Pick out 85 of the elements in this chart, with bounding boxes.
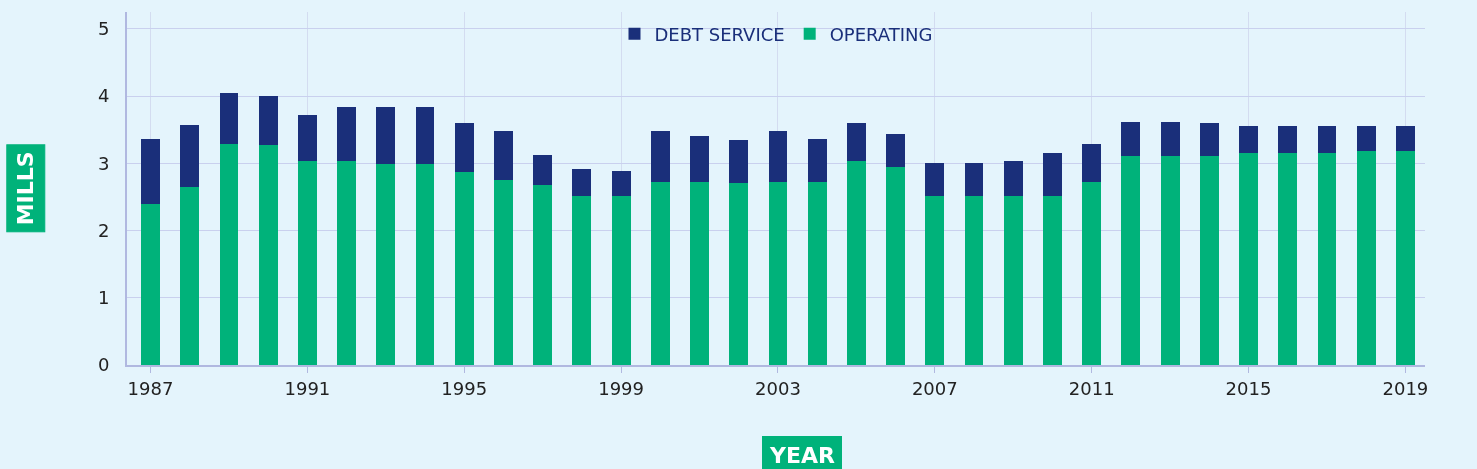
bar xyxy=(925,196,944,365)
bar xyxy=(612,171,631,196)
bar xyxy=(572,196,591,365)
bar xyxy=(690,136,709,182)
bar xyxy=(1121,156,1140,365)
x-tick-label: 2011 xyxy=(1068,377,1115,399)
bar xyxy=(494,131,513,180)
bar xyxy=(1318,153,1336,365)
bar xyxy=(1200,123,1219,156)
bar xyxy=(533,155,552,185)
bar xyxy=(651,182,670,365)
bar xyxy=(141,139,160,204)
bar xyxy=(416,164,434,365)
x-tick-label: 2015 xyxy=(1225,377,1272,399)
bar xyxy=(494,180,513,365)
bar xyxy=(769,182,787,365)
x-tick-label: 1987 xyxy=(127,377,174,399)
y-tick-label: 1 xyxy=(97,287,110,309)
bar xyxy=(337,161,356,365)
bar xyxy=(220,93,238,144)
bar xyxy=(729,183,748,365)
x-tick-label: 1991 xyxy=(284,377,331,399)
bar xyxy=(965,163,983,196)
bar xyxy=(455,172,474,365)
bar xyxy=(808,139,827,182)
bar xyxy=(925,163,944,196)
bar xyxy=(220,144,238,365)
bar xyxy=(1278,126,1297,153)
bar xyxy=(965,196,983,365)
bar xyxy=(847,123,866,161)
bar xyxy=(533,185,552,365)
bar xyxy=(337,107,356,161)
bar xyxy=(572,169,591,196)
bar xyxy=(1357,126,1376,151)
bar xyxy=(1082,182,1101,365)
bar xyxy=(1318,126,1336,153)
bar xyxy=(180,125,199,187)
bar xyxy=(298,115,317,161)
bar xyxy=(886,134,905,167)
bar xyxy=(651,131,670,182)
y-axis-title: MILLS xyxy=(13,151,39,226)
bar xyxy=(1004,196,1023,365)
x-axis-title: YEAR xyxy=(769,443,835,468)
bar xyxy=(1161,122,1180,156)
bar xyxy=(1043,196,1062,365)
x-tick-label: 2003 xyxy=(755,377,801,399)
bar xyxy=(1200,156,1219,365)
bar xyxy=(259,145,278,365)
y-tick-label: 0 xyxy=(97,354,110,376)
bar xyxy=(376,107,395,164)
bar xyxy=(690,182,709,365)
bar xyxy=(1082,144,1101,182)
bar xyxy=(298,161,317,365)
bar xyxy=(1396,151,1415,365)
bar xyxy=(180,187,199,365)
y-tick-label: 4 xyxy=(97,85,110,107)
y-tick-label: 3 xyxy=(97,152,110,174)
bar xyxy=(1357,151,1376,365)
bar xyxy=(1396,126,1415,151)
bar xyxy=(729,140,748,183)
bar xyxy=(847,161,866,365)
bar xyxy=(808,182,827,365)
bar xyxy=(416,107,434,164)
bar xyxy=(886,167,905,365)
legend-label: OPERATING xyxy=(829,23,933,45)
bar xyxy=(1043,153,1062,196)
bar xyxy=(455,123,474,172)
bar xyxy=(612,196,631,365)
bar xyxy=(376,164,395,365)
bar xyxy=(141,204,160,365)
x-tick-label: 2007 xyxy=(911,377,958,399)
y-tick-label: 2 xyxy=(97,219,110,241)
legend-label: DEBT SERVICE xyxy=(654,23,785,45)
bar xyxy=(1161,156,1180,365)
x-tick-label: 1995 xyxy=(441,377,488,399)
bar xyxy=(769,131,787,182)
y-tick-label: 5 xyxy=(97,18,110,40)
x-tick-label: 1999 xyxy=(598,377,645,399)
bar xyxy=(1239,153,1258,365)
bar xyxy=(1004,161,1023,196)
x-tick-label: 2019 xyxy=(1382,377,1429,399)
bar xyxy=(1121,122,1140,156)
bar xyxy=(1278,153,1297,365)
bar xyxy=(1239,126,1258,153)
bar xyxy=(259,96,278,145)
